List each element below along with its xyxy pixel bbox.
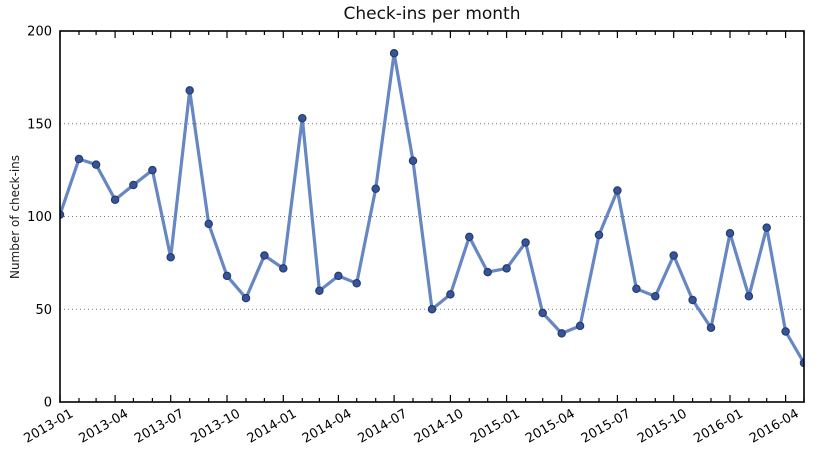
data-point [502,264,511,273]
x-tick-label: 2015-10 [635,406,690,446]
data-point [781,327,790,336]
y-tick-label: 100 [27,210,52,225]
y-tick-label: 150 [27,117,52,132]
data-point [465,232,474,242]
data-point [521,238,530,247]
x-tick-label: 2013-07 [132,406,187,446]
data-point [594,230,604,240]
data-line [60,51,804,365]
x-tick-label: 2014-10 [412,406,467,446]
data-point [352,279,361,288]
data-point [166,253,175,262]
data-point [260,251,269,260]
data-point [706,323,716,333]
data-point [110,195,120,205]
data-point [185,86,194,95]
x-tick-label: 2013-04 [77,406,132,446]
x-tick-label: 2016-01 [691,406,746,446]
data-point [204,219,213,229]
data-point [389,49,399,58]
data-point [60,210,65,219]
data-point [744,292,754,301]
data-point [148,165,157,175]
data-point [762,223,771,232]
data-point [129,180,138,190]
x-tick-label: 2015-01 [468,406,523,446]
data-point [613,186,622,195]
data-point [538,308,547,318]
data-point [315,286,324,295]
y-tick-label: 0 [44,396,52,411]
x-tick-label: 2015-04 [523,406,578,446]
data-point [91,160,101,169]
x-tick-label: 2015-07 [579,406,634,446]
data-point [222,271,232,281]
x-tick-label: 2014-01 [245,406,300,446]
y-tick-label: 200 [27,25,52,40]
x-tick-label: 2014-04 [300,406,355,446]
data-point [446,290,455,299]
data-point [725,228,735,238]
y-tick-label: 50 [35,303,52,318]
data-point [74,154,84,164]
x-tick-label: 2013-01 [21,406,76,446]
data-point [651,292,660,301]
data-point [557,329,566,338]
data-series [60,49,804,368]
data-point [241,293,251,303]
x-tick-label: 2013-10 [188,406,243,446]
data-point [575,321,585,331]
data-point [483,267,492,277]
data-point [688,295,697,305]
data-point [298,113,307,123]
y-axis-label: Number of check-ins [8,154,22,280]
chart-title: Check-ins per month [343,4,521,24]
data-point [669,251,678,260]
data-point [334,271,343,281]
data-point [279,264,288,273]
data-point [427,305,437,314]
data-point [632,284,641,294]
x-tick-label: 2014-07 [356,406,411,446]
x-tick-label: 2016-04 [747,406,802,446]
data-point [371,184,380,193]
data-point [408,156,418,166]
